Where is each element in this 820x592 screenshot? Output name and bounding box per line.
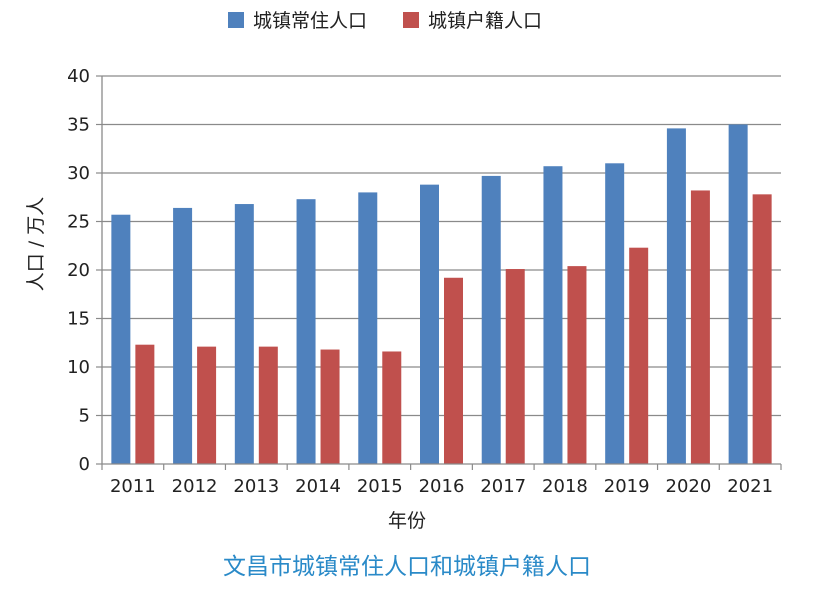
bar-registered-2014 — [320, 349, 340, 464]
bar-resident-2017 — [481, 175, 501, 464]
x-tick-label-2016: 2016 — [419, 476, 465, 497]
bar-registered-2013 — [258, 346, 278, 464]
y-tick-label-15: 15 — [67, 309, 90, 330]
x-tick-label-2017: 2017 — [480, 476, 526, 497]
bar-registered-2018 — [567, 266, 587, 464]
x-tick-label-2013: 2013 — [233, 476, 279, 497]
x-tick-label-2020: 2020 — [666, 476, 712, 497]
bar-registered-2021 — [752, 194, 772, 464]
x-tick-label-2014: 2014 — [295, 476, 341, 497]
x-axis-title: 年份 — [388, 510, 426, 532]
y-tick-label-0: 0 — [79, 454, 90, 475]
y-tick-label-40: 40 — [67, 66, 90, 87]
bar-resident-2020 — [666, 128, 686, 464]
legend-label-registered: 城镇户籍人口 — [428, 10, 542, 32]
bar-registered-2011 — [135, 344, 155, 464]
bar-resident-2016 — [420, 184, 439, 464]
y-tick-label-20: 20 — [67, 260, 90, 281]
y-tick-label-30: 30 — [67, 163, 90, 184]
bar-resident-2012 — [173, 207, 193, 465]
y-axis-title: 人口 / 万人 — [25, 197, 47, 291]
x-tick-label-2019: 2019 — [604, 476, 650, 497]
bar-registered-2012 — [197, 346, 217, 464]
y-tick-label-10: 10 — [67, 357, 90, 378]
legend-swatch-resident — [228, 12, 244, 28]
bar-resident-2018 — [543, 166, 563, 464]
x-tick-label-2015: 2015 — [357, 476, 403, 497]
bars — [111, 124, 772, 465]
x-tick-label-2018: 2018 — [542, 476, 588, 497]
legend-label-resident: 城镇常住人口 — [253, 10, 367, 32]
axes — [96, 75, 782, 470]
x-tick-label-2021: 2021 — [727, 476, 773, 497]
chart-title: 文昌市城镇常住人口和城镇户籍人口 — [223, 554, 591, 580]
bar-registered-2020 — [690, 190, 710, 464]
y-tick-label-5: 5 — [79, 406, 90, 427]
tick-labels: 0 5 10 15 20 25 30 35 40 2011 2012 2013 2014 2015 2016… — [67, 66, 773, 497]
bar-resident-2013 — [234, 204, 254, 465]
bar-resident-2015 — [358, 192, 378, 464]
bar-resident-2021 — [728, 124, 748, 464]
legend-swatch-registered — [403, 12, 419, 28]
x-tick-label-2012: 2012 — [172, 476, 218, 497]
legend: 城镇常住人口 城镇户籍人口 — [228, 10, 542, 32]
bar-resident-2014 — [296, 199, 316, 464]
bar-registered-2019 — [629, 247, 649, 464]
bar-resident-2019 — [605, 163, 625, 465]
x-tick-label-2011: 2011 — [110, 476, 156, 497]
bar-registered-2016 — [444, 277, 463, 464]
bar-registered-2015 — [382, 351, 402, 464]
y-tick-label-35: 35 — [67, 115, 90, 136]
y-tick-label-25: 25 — [67, 212, 90, 233]
bar-resident-2011 — [111, 214, 131, 464]
bar-registered-2017 — [505, 269, 525, 464]
